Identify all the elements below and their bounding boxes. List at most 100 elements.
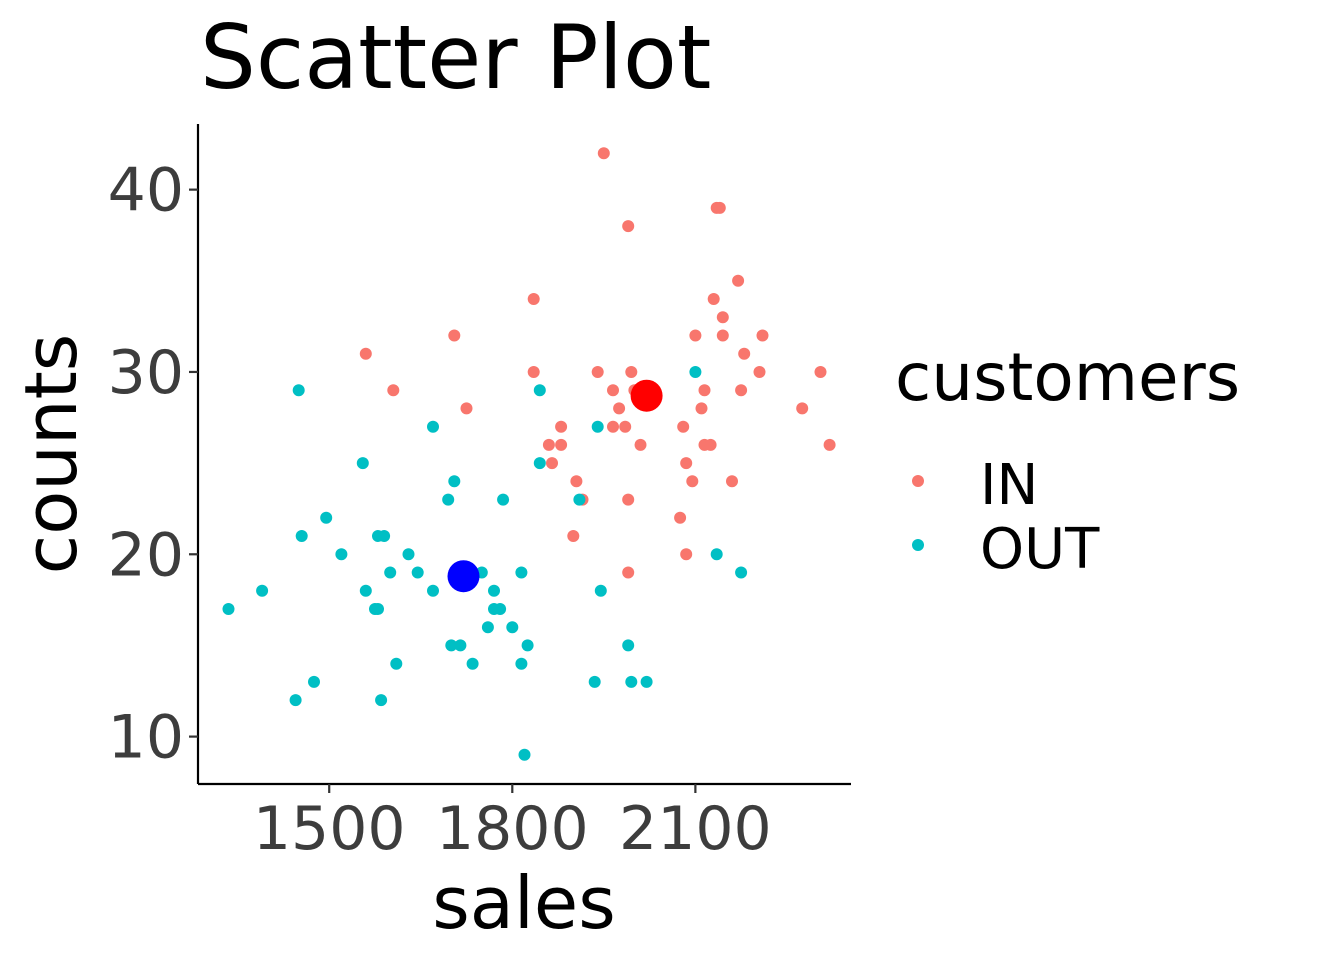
y-axis-title: counts: [9, 334, 93, 575]
data-point-out: [481, 621, 494, 634]
data-point-in: [625, 366, 638, 378]
data-point-out: [573, 493, 586, 506]
legend-title: customers: [895, 339, 1240, 416]
data-point-in: [597, 147, 610, 160]
y-tick-label: 10: [108, 703, 184, 773]
chart-title: Scatter Plot: [200, 6, 711, 109]
data-point-out: [402, 548, 415, 561]
data-point-in: [567, 530, 580, 542]
data-point-out: [518, 748, 531, 761]
data-point-in: [823, 438, 836, 451]
data-point-in: [677, 420, 690, 433]
data-point-out: [427, 584, 439, 597]
data-point-out: [335, 548, 348, 561]
data-point-in: [527, 293, 540, 305]
data-point-in: [680, 457, 693, 470]
data-point-out: [289, 694, 302, 707]
data-point-out: [466, 657, 479, 670]
data-point-out: [494, 603, 507, 615]
data-point-in: [814, 366, 827, 378]
data-point-out: [488, 584, 500, 597]
y-tick-label: 20: [108, 520, 184, 590]
legend-key-in: [912, 475, 924, 487]
data-point-out: [506, 621, 519, 634]
data-point-in: [622, 493, 635, 506]
data-point-in: [448, 329, 461, 342]
data-point-in: [555, 420, 568, 433]
data-point-out: [390, 657, 403, 670]
data-point-in: [704, 438, 717, 451]
data-point-out: [689, 366, 702, 378]
data-point-in: [695, 402, 708, 415]
data-point-in: [716, 329, 729, 342]
data-point-out: [710, 548, 723, 561]
data-point-in: [796, 402, 809, 415]
data-point-out: [375, 694, 388, 707]
data-point-in: [622, 566, 635, 579]
centroid-in: [630, 379, 663, 412]
data-point-out: [292, 384, 305, 397]
data-point-out: [448, 475, 461, 488]
data-point-out: [622, 639, 635, 652]
x-tick-label: 2100: [619, 794, 772, 864]
y-axis-ticks: 10 20 30 40: [108, 156, 198, 773]
data-point-out: [411, 566, 424, 579]
data-point-in: [622, 220, 635, 233]
data-point-in: [619, 420, 632, 433]
data-point-in: [542, 438, 555, 451]
data-point-out: [588, 675, 601, 688]
y-tick-label: 30: [108, 338, 184, 408]
data-point-out: [222, 603, 235, 615]
data-point-in: [732, 274, 745, 287]
y-tick-label: 40: [108, 156, 184, 226]
data-point-in: [698, 384, 711, 397]
data-point-out: [372, 603, 384, 615]
x-tick-label: 1500: [253, 794, 406, 864]
centroid-out: [447, 560, 480, 593]
data-point-in: [689, 329, 702, 342]
legend-key-out: [912, 539, 924, 551]
data-point-in: [735, 384, 748, 397]
data-point-out: [427, 420, 439, 433]
x-tick-label: 1800: [436, 794, 589, 864]
data-point-out: [445, 639, 458, 652]
data-point-in: [607, 420, 619, 433]
legend-label-in: IN: [980, 453, 1038, 518]
data-point-out: [359, 584, 372, 597]
data-point-in: [460, 402, 473, 415]
data-point-in: [726, 475, 738, 488]
data-point-out: [533, 457, 546, 470]
data-point-out: [521, 639, 534, 652]
data-point-in: [680, 548, 693, 561]
data-point-out: [442, 493, 455, 506]
data-point-out: [735, 566, 748, 579]
data-point-in: [387, 384, 400, 397]
data-point-out: [594, 584, 607, 597]
data-point-in: [546, 457, 558, 470]
data-point-out: [295, 530, 308, 542]
data-point-out: [515, 566, 528, 579]
data-point-in: [359, 347, 372, 360]
data-point-in: [613, 402, 626, 415]
data-point-in: [527, 366, 540, 378]
data-point-out: [378, 530, 391, 542]
data-point-in: [634, 438, 647, 451]
x-axis-ticks: 1500 1800 2100: [253, 784, 772, 864]
data-point-in: [591, 366, 604, 378]
data-point-in: [707, 293, 720, 305]
data-point-out: [384, 566, 397, 579]
data-point-out: [320, 511, 333, 524]
data-point-in: [686, 475, 699, 488]
data-point-out: [640, 675, 653, 688]
data-point-out: [591, 420, 604, 433]
data-point-in: [713, 201, 726, 214]
data-point-out: [497, 493, 510, 506]
data-point-out: [356, 457, 369, 470]
data-point-in: [756, 329, 769, 342]
data-point-out: [308, 675, 320, 688]
data-point-out: [533, 384, 546, 397]
data-point-in: [607, 384, 619, 397]
plot-points: [222, 147, 836, 761]
legend-label-out: OUT: [980, 517, 1100, 582]
